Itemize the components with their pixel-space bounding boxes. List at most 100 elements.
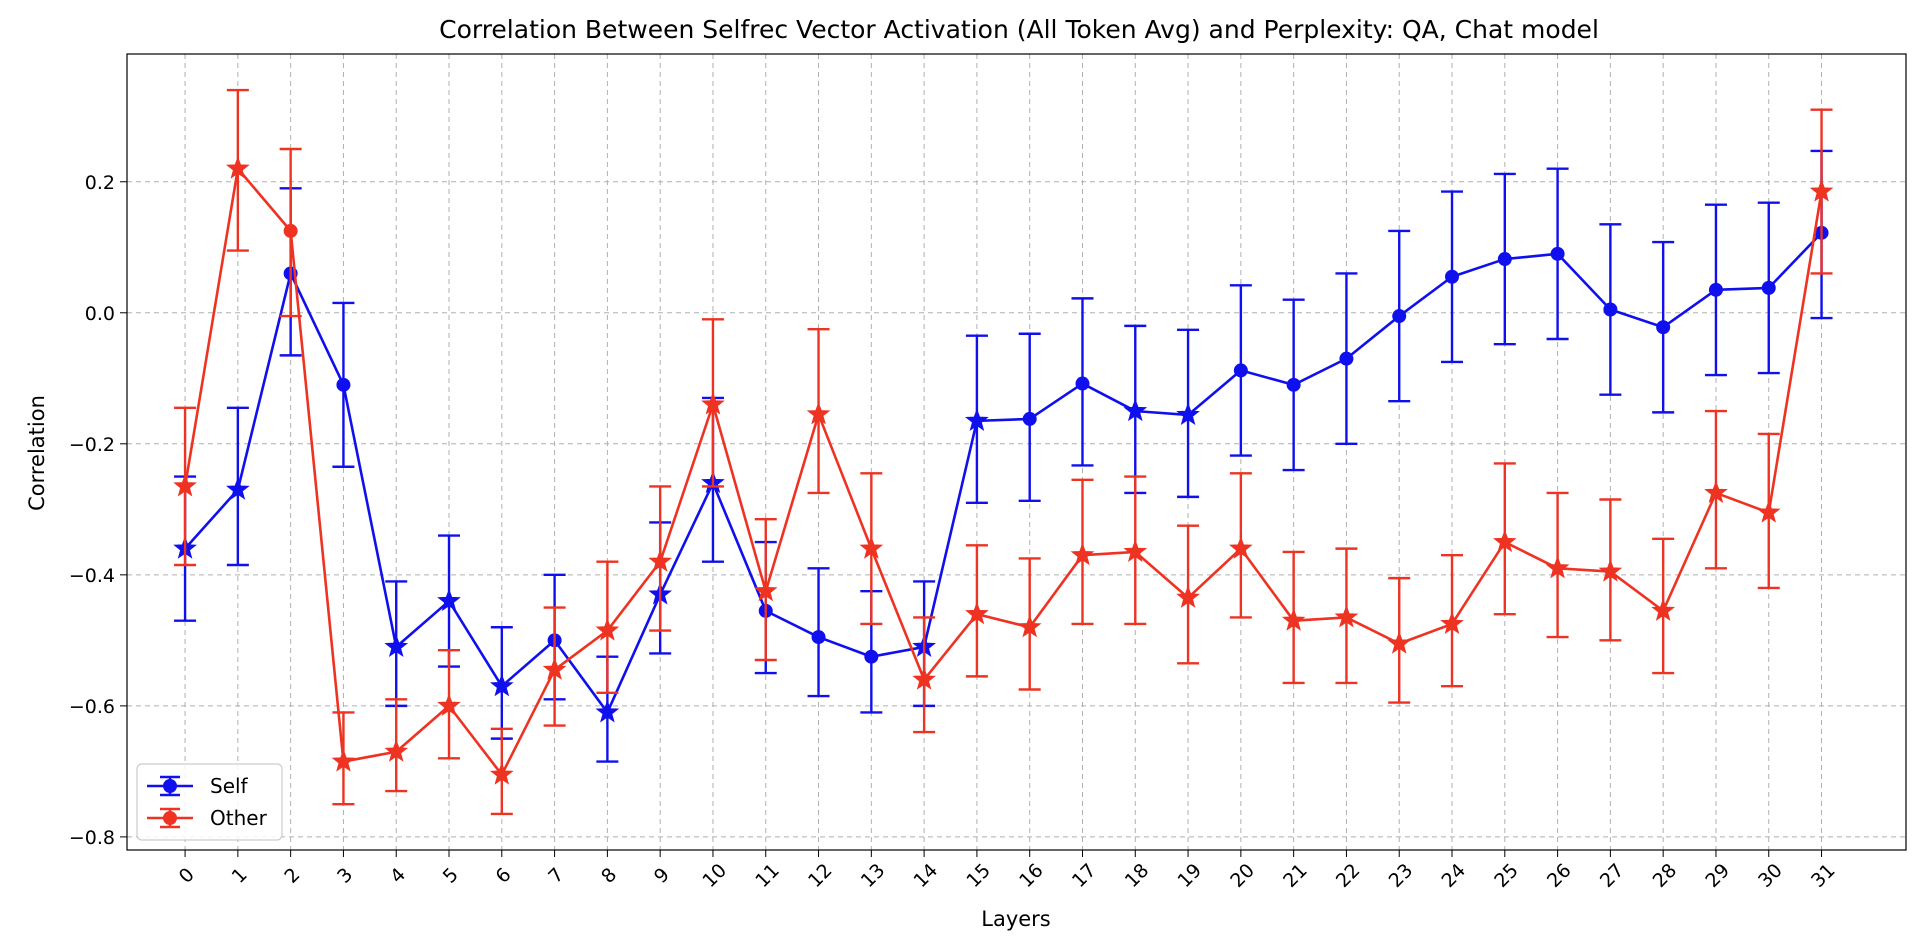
x-tick-label: 25 bbox=[1490, 859, 1523, 892]
grid-layer bbox=[127, 54, 1906, 850]
x-tick-label: 18 bbox=[1121, 859, 1154, 892]
point-other bbox=[1756, 500, 1781, 523]
x-tick-label: 8 bbox=[597, 864, 621, 888]
x-tick-label: 19 bbox=[1173, 859, 1206, 892]
series-layer bbox=[173, 88, 1834, 816]
point-self bbox=[1708, 282, 1723, 297]
point-other bbox=[1704, 480, 1728, 504]
x-tick-label: 31 bbox=[1807, 859, 1840, 892]
point-self bbox=[384, 634, 409, 657]
point-other bbox=[859, 536, 884, 559]
x-tick-label: 13 bbox=[857, 859, 890, 892]
point-other bbox=[542, 657, 567, 680]
legend-item-other: Other bbox=[147, 806, 268, 830]
point-self bbox=[1075, 376, 1090, 391]
x-tick-label: 11 bbox=[751, 859, 784, 892]
x-tick-label: 14 bbox=[910, 859, 943, 892]
y-tick-label: −0.4 bbox=[69, 565, 115, 587]
legend-item-self: Self bbox=[147, 774, 249, 798]
point-other bbox=[1440, 611, 1464, 635]
legend: Self Other bbox=[136, 763, 283, 841]
point-other bbox=[1545, 555, 1570, 579]
point-self bbox=[1445, 269, 1460, 284]
x-tick-label: 22 bbox=[1332, 859, 1365, 892]
y-tick-label: −0.6 bbox=[69, 696, 115, 718]
point-other bbox=[1387, 631, 1412, 654]
x-tick-label: 30 bbox=[1754, 859, 1787, 892]
point-self bbox=[336, 377, 351, 392]
x-tick-label: 1 bbox=[228, 864, 252, 888]
point-other bbox=[283, 223, 298, 238]
point-self bbox=[1286, 377, 1301, 392]
x-tick-label: 5 bbox=[439, 864, 463, 888]
point-self bbox=[1761, 280, 1776, 295]
point-other bbox=[226, 156, 250, 179]
point-other bbox=[1809, 179, 1834, 202]
point-self bbox=[1603, 302, 1618, 317]
axes-layer: 0 1 2 3 4 5 6 7 8 9 10 11 12 13 14 15 16 17 18 19 20 21 22 23 24… bbox=[69, 172, 1840, 892]
x-tick-label: 0 bbox=[175, 864, 199, 888]
point-other bbox=[1176, 585, 1200, 608]
plot-frame bbox=[126, 53, 1907, 851]
x-tick-label: 10 bbox=[698, 859, 731, 892]
x-tick-label: 9 bbox=[650, 864, 674, 888]
x-tick-label: 4 bbox=[386, 864, 410, 888]
x-tick-label: 23 bbox=[1385, 859, 1418, 892]
x-tick-label: 16 bbox=[1015, 859, 1048, 892]
legend-marker-other bbox=[163, 811, 177, 825]
point-self bbox=[1550, 246, 1565, 261]
legend-marker-self bbox=[163, 779, 177, 793]
point-self bbox=[811, 630, 826, 645]
legend-label-other: Other bbox=[210, 806, 268, 830]
series-self bbox=[173, 149, 1833, 763]
point-other bbox=[173, 473, 197, 497]
point-self bbox=[1497, 252, 1512, 267]
x-tick-label: 24 bbox=[1437, 859, 1470, 892]
point-self bbox=[1123, 398, 1148, 422]
point-self bbox=[1022, 411, 1037, 426]
point-other bbox=[437, 693, 461, 716]
x-tick-label: 2 bbox=[280, 864, 304, 888]
point-other bbox=[384, 739, 409, 762]
point-other bbox=[701, 392, 725, 415]
series-other bbox=[173, 88, 1834, 816]
point-other bbox=[1651, 598, 1675, 621]
point-self bbox=[437, 588, 461, 612]
y-tick-label: 0.2 bbox=[85, 172, 115, 194]
x-tick-label: 20 bbox=[1226, 859, 1259, 892]
x-tick-label: 12 bbox=[804, 859, 837, 892]
point-other bbox=[1492, 529, 1517, 553]
point-other bbox=[912, 667, 936, 690]
y-axis-label: Correlation bbox=[25, 395, 49, 511]
point-other bbox=[753, 578, 778, 602]
series-line-self bbox=[184, 231, 1823, 714]
series-line-other bbox=[183, 167, 1823, 776]
x-axis-label: Layers bbox=[981, 907, 1051, 931]
x-tick-label: 6 bbox=[492, 864, 516, 888]
point-self bbox=[595, 699, 620, 723]
point-other bbox=[489, 762, 514, 785]
point-other bbox=[1229, 536, 1253, 559]
point-other bbox=[1598, 559, 1623, 582]
x-tick-label: 21 bbox=[1279, 859, 1312, 892]
point-self bbox=[864, 649, 879, 664]
x-tick-label: 27 bbox=[1596, 859, 1629, 892]
x-tick-label: 7 bbox=[544, 864, 568, 888]
point-other bbox=[1281, 608, 1306, 631]
point-other bbox=[806, 401, 831, 425]
point-other bbox=[331, 749, 356, 772]
point-self bbox=[1176, 402, 1200, 426]
point-other bbox=[965, 601, 989, 625]
point-self bbox=[1392, 309, 1407, 324]
point-other bbox=[648, 549, 672, 572]
x-tick-label: 15 bbox=[962, 859, 995, 892]
point-self bbox=[1233, 363, 1248, 378]
y-tick-label: −0.8 bbox=[69, 827, 115, 849]
x-tick-label: 26 bbox=[1543, 859, 1576, 892]
point-self bbox=[965, 408, 989, 431]
point-self bbox=[489, 673, 514, 697]
point-self bbox=[226, 477, 250, 500]
legend-label-self: Self bbox=[210, 774, 249, 798]
point-other bbox=[595, 618, 620, 641]
